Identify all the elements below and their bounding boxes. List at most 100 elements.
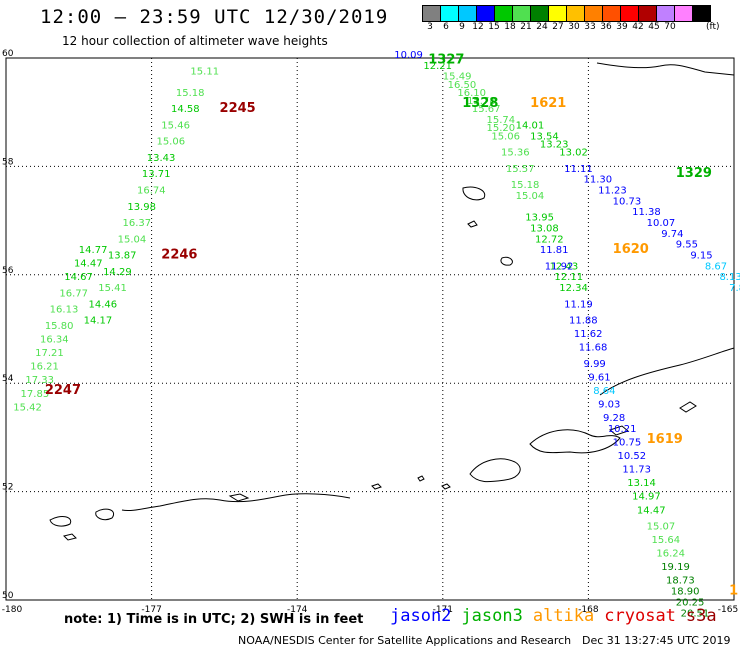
- wave-height-value: 10.75: [613, 438, 642, 449]
- scale-label: 24: [536, 22, 548, 32]
- scale-label: 39: [616, 22, 628, 32]
- wave-height-value: 13.14: [627, 478, 656, 489]
- scale-unit: (ft): [706, 22, 720, 32]
- scale-label: 33: [584, 22, 596, 32]
- wave-height-value: 14.58: [171, 104, 200, 115]
- scale-label: 6: [443, 22, 449, 32]
- scale-label: 15: [488, 22, 500, 32]
- island-st-paul: [462, 186, 486, 201]
- wave-height-value: 15.20: [486, 123, 515, 134]
- s3a-track: 15.11 15.18 14.58 15.46 15.06 13.43 13.71 16.74…: [13, 66, 219, 413]
- wave-height-value: 15.11: [190, 66, 219, 77]
- wave-height-value: 11.19: [564, 299, 593, 310]
- alaska-coast-north: [596, 62, 735, 76]
- wave-height-value: 15.74: [486, 115, 515, 126]
- scale-label: 12: [472, 22, 484, 32]
- credit-text: NOAA/NESDIS Center for Satellite Applica…: [238, 634, 572, 647]
- map-frame: [5, 57, 735, 601]
- unalaska: [529, 429, 621, 454]
- wave-height-value: 16.24: [656, 549, 685, 560]
- alaska-peninsula: [599, 347, 735, 396]
- wave-height-value: 11.23: [598, 186, 627, 197]
- wave-height-value: 12.11: [554, 272, 583, 283]
- lon-tick-label: -171: [433, 605, 453, 615]
- wave-height-value: 13.43: [147, 153, 176, 164]
- wave-height-value: 13.54: [530, 131, 559, 142]
- pass-time-label: 2245: [220, 101, 256, 116]
- wave-height-value: 15.04: [118, 234, 147, 245]
- lon-tick-label: -177: [141, 605, 161, 615]
- wave-height-value: 16.13: [50, 305, 79, 316]
- satellite-legend-item: jason3: [461, 606, 523, 626]
- wave-height-value: 16.21: [30, 362, 59, 373]
- scale-label: 42: [632, 22, 644, 32]
- wave-height-value: 12.72: [535, 234, 564, 245]
- wave-height-value: 19.19: [661, 562, 690, 573]
- wave-height-value: 11.30: [584, 175, 613, 186]
- wave-height-value: 15.80: [45, 321, 74, 332]
- lon-tick-label: -180: [2, 605, 23, 615]
- wave-height-value: 9.55: [676, 240, 698, 251]
- wave-height-value: 10.07: [647, 218, 676, 229]
- satellite-legend-item: jason2: [390, 606, 452, 626]
- pass-time-label: 1327: [428, 52, 464, 67]
- wave-height-value: 15.49: [443, 72, 472, 83]
- scale-swatch: [692, 5, 711, 22]
- jason2-track: 11.1111.3011.2310.7311.3810.079.749.559.…: [540, 164, 740, 476]
- umnak: [469, 458, 521, 483]
- wave-height-value: 14.29: [103, 267, 132, 278]
- wave-height-value: 11.88: [569, 316, 598, 327]
- wave-height-value: 13.98: [127, 202, 156, 213]
- scale-label: 18: [504, 22, 516, 32]
- wave-height-value: 15.06: [156, 137, 185, 148]
- wave-height-value: 15.41: [98, 283, 127, 294]
- wave-height-value: 10.09: [394, 50, 423, 61]
- scale-label: 9: [459, 22, 465, 32]
- wave-height-value: 15.18: [511, 180, 540, 191]
- wave-height-value: 12.34: [559, 283, 588, 294]
- wave-height-value: 9.99: [584, 359, 606, 370]
- pass-time-label: 1620: [613, 242, 649, 257]
- wave-height-value: 14.67: [64, 272, 93, 283]
- coastline: [49, 62, 735, 541]
- scale-label: 36: [600, 22, 612, 32]
- jason3-track: 10.0912.2115.4916.5016.1015.7815.6715.74…: [394, 50, 588, 294]
- wave-height-value: 14.47: [74, 259, 103, 270]
- wave-height-value: 15.67: [472, 104, 501, 115]
- wave-height-value: 8.13: [719, 272, 740, 283]
- wave-height-value: 10.21: [608, 424, 637, 435]
- wave-height-value: 8.64: [593, 386, 615, 397]
- wave-height-value: 15.06: [491, 131, 520, 142]
- scale-label: 27: [552, 22, 564, 32]
- wave-height-value: 11.68: [579, 343, 608, 354]
- wave-height-value: 15.78: [467, 96, 496, 107]
- wave-height-value: 17.85: [21, 389, 50, 400]
- wave-height-value: 20.25: [676, 597, 705, 608]
- pass-time-label: 1619: [647, 432, 683, 447]
- wave-height-value: 9.28: [603, 413, 625, 424]
- wave-height-value: 13.08: [530, 223, 559, 234]
- wave-height-value: 13.71: [142, 169, 171, 180]
- wave-height-value: 8.67: [705, 261, 727, 272]
- wave-height-value: 15.07: [647, 522, 676, 533]
- wave-height-value: 13.87: [108, 251, 137, 262]
- lat-tick-label: 50: [2, 591, 14, 601]
- wave-height-value: 17.33: [25, 375, 54, 386]
- wave-height-value: 13.02: [559, 148, 588, 159]
- wave-height-value: 18.90: [671, 587, 700, 598]
- satellite-legend-item: s3a: [685, 606, 717, 626]
- wave-height-tracks: 15.11 15.18 14.58 15.46 15.06 13.43 13.71 16.74…: [13, 50, 740, 619]
- page-subtitle: 12 hour collection of altimeter wave hei…: [62, 34, 328, 48]
- wave-height-value: 15.18: [176, 88, 205, 99]
- wave-height-value: 14.47: [637, 505, 666, 516]
- wave-height-value: 16.10: [457, 88, 486, 99]
- wave-height-value: 15.64: [651, 535, 680, 546]
- satellite-legend-item: cryosat: [604, 606, 676, 626]
- wave-height-value: 16.37: [122, 218, 151, 229]
- wave-height-value: 10.52: [618, 451, 647, 462]
- near-island-a: [95, 508, 114, 521]
- wave-height-value: 16.74: [137, 186, 166, 197]
- islet-1: [371, 483, 382, 490]
- satellite-legend: jason2 jason3 altika cryosat s3a: [390, 606, 727, 626]
- scale-label: 70: [664, 22, 676, 32]
